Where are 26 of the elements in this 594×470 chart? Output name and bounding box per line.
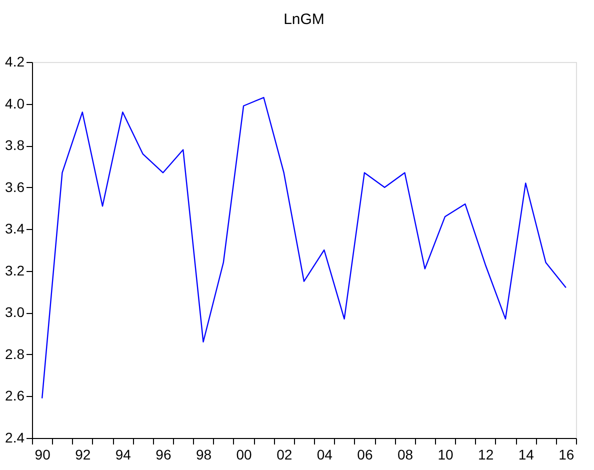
x-tick-label: 02 (276, 446, 292, 462)
y-tick-label: 3.6 (5, 178, 25, 195)
y-tick-label: 2.6 (5, 388, 25, 404)
x-tick-label: 08 (397, 446, 414, 462)
x-tick-label: 06 (357, 446, 373, 462)
x-tick-label: 90 (34, 446, 51, 462)
x-tick-label: 16 (558, 446, 574, 462)
x-tick-label: 98 (196, 446, 212, 462)
y-tick-label: 3.8 (5, 137, 25, 154)
y-tick-label: 3.0 (5, 304, 25, 320)
y-tick-label: 3.2 (5, 262, 25, 278)
y-tick-label: 2.8 (5, 346, 25, 362)
x-tick-label: 96 (156, 446, 172, 462)
y-tick-label: 4.0 (5, 95, 25, 112)
x-tick-label: 94 (115, 446, 132, 462)
x-tick-label: 12 (478, 446, 494, 462)
x-tick-label: 92 (75, 446, 91, 462)
line-series (41, 96, 567, 399)
y-tick-label: 2.4 (5, 430, 25, 446)
x-tick-label: 10 (438, 446, 454, 462)
x-tick-label: 14 (518, 446, 534, 462)
y-tick-label: 3.4 (5, 220, 25, 237)
x-tick-label: 00 (236, 446, 252, 462)
x-tick-label: 04 (316, 446, 333, 462)
y-tick-label: 4.2 (5, 54, 25, 70)
chart-title: LnGM (284, 11, 324, 28)
